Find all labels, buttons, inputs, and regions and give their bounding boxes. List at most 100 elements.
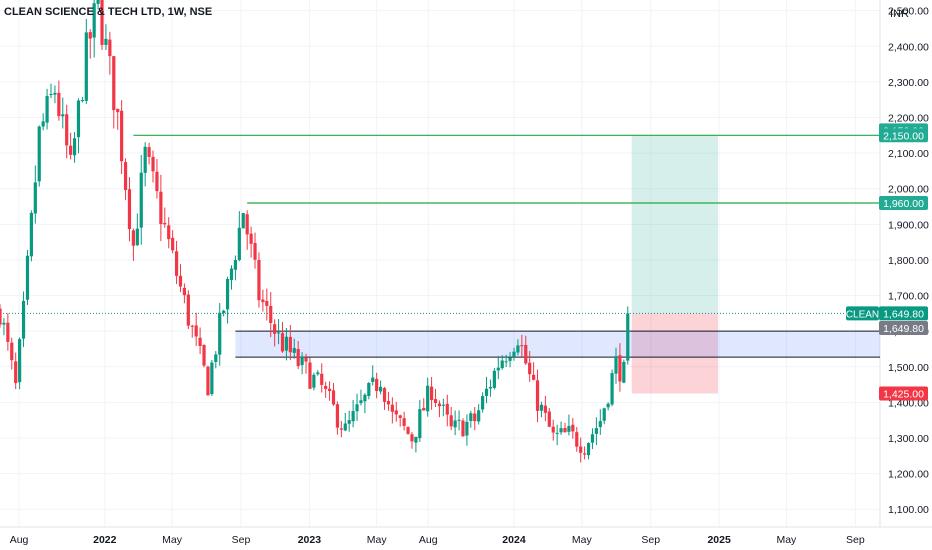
candle-body (167, 225, 171, 240)
candle-body (571, 424, 575, 432)
last-price-tag-secondary-text: 1,649.80 (883, 323, 924, 335)
candle-body (2, 322, 6, 325)
candle-up (441, 398, 445, 417)
y-tick-label: 1,300.00 (888, 433, 929, 445)
candle-up (488, 379, 493, 397)
candles (0, 0, 630, 463)
candle-body (139, 172, 143, 228)
candle-up (241, 213, 245, 229)
candle-up (343, 412, 347, 432)
candle-down (280, 322, 285, 353)
candle-body (528, 362, 532, 375)
candle-body (284, 336, 289, 351)
candle-up (555, 424, 559, 446)
candle-body (186, 294, 190, 326)
candle-body (312, 374, 316, 388)
y-tick-label: 2,400.00 (888, 41, 929, 53)
candle-down (120, 100, 124, 175)
candle-up (92, 0, 96, 58)
candle-body (327, 388, 332, 392)
candle-down (296, 341, 300, 370)
candle-body (429, 386, 434, 401)
last-price-tag-bg (879, 306, 928, 321)
candle-body (72, 138, 77, 156)
candle-down (249, 226, 253, 258)
candle-body (131, 230, 136, 246)
candle-down (112, 56, 116, 129)
candle-body (473, 413, 477, 422)
candle-up (316, 370, 320, 376)
candle-down (445, 394, 449, 427)
stop-price-tag-bg (879, 386, 928, 401)
x-tick-label: May (572, 534, 593, 546)
candle-body (155, 171, 159, 192)
candle-body (410, 434, 414, 442)
candle-body (33, 182, 37, 214)
candle-up (312, 372, 316, 391)
candle-body (500, 360, 504, 369)
candle-down (288, 324, 292, 360)
candle-body (492, 370, 496, 388)
grid-lines (0, 0, 880, 527)
candle-up (104, 24, 108, 50)
candle-body (249, 233, 253, 244)
candle-body (65, 114, 69, 146)
resistance-price-tag-2-text: 1,960.00 (883, 198, 924, 210)
candle-body (308, 362, 312, 389)
last-price-tag-text: 1,649.80 (883, 308, 924, 320)
candle-body (398, 415, 402, 418)
candle-body (237, 227, 241, 261)
symbol-tag-text: CLEAN (846, 309, 879, 320)
candle-up (480, 392, 485, 413)
candle-up (359, 389, 363, 406)
candle-body (257, 259, 261, 301)
candle-up (465, 414, 469, 446)
candle-body (551, 426, 555, 433)
candle-up (25, 249, 30, 306)
candle-up (218, 303, 222, 366)
candle-body (351, 411, 355, 422)
candle-down (206, 365, 210, 396)
candle-body (88, 32, 92, 39)
candle-down (88, 29, 92, 59)
candle-body (484, 388, 489, 396)
candle-up (37, 125, 41, 187)
candle-body (367, 383, 371, 396)
candle-up (347, 410, 351, 432)
candle-up (21, 291, 26, 348)
candle-down (524, 335, 528, 366)
candle-body (539, 404, 544, 411)
candle-body (21, 300, 26, 339)
x-tick-label: Sep (641, 534, 660, 546)
candle-down (174, 240, 179, 285)
candle-up (363, 393, 367, 414)
candle-body (524, 344, 528, 364)
candle-body (606, 403, 610, 408)
candle-up (61, 97, 65, 129)
candle-up (414, 436, 418, 453)
candle-down (178, 264, 183, 293)
candle-up (426, 377, 430, 417)
candle-body (559, 428, 563, 433)
candle-body (626, 313, 630, 361)
candle-up (53, 85, 57, 104)
candle-body (198, 337, 202, 347)
candle-up (29, 210, 33, 262)
candle-body (123, 162, 128, 191)
candle-body (112, 56, 116, 111)
candle-up (586, 442, 591, 460)
candle-body (174, 251, 179, 276)
candle-down (202, 344, 206, 368)
position-target-zone (631, 135, 719, 314)
candle-down (390, 397, 394, 424)
candle-body (147, 147, 151, 157)
resistance-price-tag-1: 2,150.00 (879, 128, 928, 143)
candle-body (422, 407, 426, 411)
candle-body (598, 421, 602, 428)
candle-body (280, 333, 285, 352)
candle-body (143, 146, 147, 173)
candle-body (222, 310, 226, 313)
candle-down (618, 343, 622, 392)
